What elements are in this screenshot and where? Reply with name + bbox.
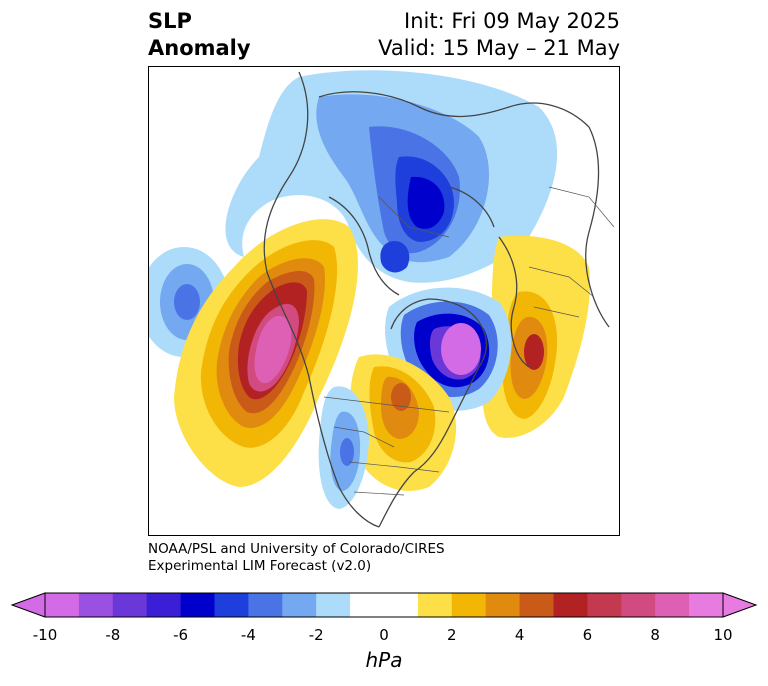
colorbar [10, 592, 758, 618]
colorbar-cell [45, 593, 80, 617]
init-date: Init: Fri 09 May 2025 [404, 9, 620, 33]
colorbar-max-arrow [722, 592, 758, 618]
colorbar-cells [45, 593, 724, 617]
colorbar-cell [248, 593, 283, 617]
colorbar-cell [282, 593, 317, 617]
colorbar-cell [350, 593, 385, 617]
positive-anomaly-eastern-atlantic [482, 235, 590, 438]
forecast-dates: Init: Fri 09 May 2025 Valid: 15 May – 21… [378, 8, 620, 62]
colorbar-outline [44, 592, 724, 618]
colorbar-cell [621, 593, 656, 617]
colorbar-tick-label: -8 [105, 626, 121, 644]
negative-anomaly-arctic [225, 70, 558, 283]
country-borders [323, 186, 615, 496]
colorbar-tick-label: -10 [32, 626, 58, 644]
colorbar-cell [180, 593, 215, 617]
colorbar-cell [689, 593, 724, 617]
colorbar-tick-label: 10 [713, 626, 733, 644]
colorbar-tick-labels: -10 -8 -6 -4 -2 0 2 4 6 8 10 [0, 626, 768, 648]
positive-anomaly-ne-pacific [174, 219, 358, 487]
colorbar-cell [384, 593, 419, 617]
valid-range: Valid: 15 May – 21 May [378, 36, 620, 60]
coastlines [263, 71, 610, 528]
credit-line-2: Experimental LIM Forecast (v2.0) [148, 558, 372, 574]
colorbar-min-arrow [10, 592, 46, 618]
anomaly-map [148, 66, 620, 536]
colorbar-cell [112, 593, 148, 617]
colorbar-tick-label: 0 [379, 626, 389, 644]
colorbar-cell [485, 593, 521, 617]
map-svg [149, 70, 615, 528]
credit-line-1: NOAA/PSL and University of Colorado/CIRE… [148, 541, 445, 557]
colorbar-tick-label: -2 [308, 626, 324, 644]
colorbar-tick-label: -4 [240, 626, 256, 644]
title-line-1: SLP [148, 9, 192, 33]
colorbar-cell [451, 593, 487, 617]
colorbar-cell [417, 593, 453, 617]
title-line-2: Anomaly [148, 36, 251, 60]
credit-text: NOAA/PSL and University of Colorado/CIRE… [148, 541, 445, 575]
colorbar-unit-label: hPa [365, 648, 403, 672]
colorbar-cell [316, 593, 351, 617]
negative-anomaly-great-plains [318, 386, 369, 509]
map-title: SLP Anomaly [148, 8, 251, 62]
colorbar-cell [587, 593, 622, 617]
colorbar-cell [214, 593, 249, 617]
colorbar-cell [553, 593, 588, 617]
colorbar-tick-label: 4 [514, 626, 525, 644]
colorbar-cell [146, 593, 182, 617]
colorbar-cell [519, 593, 554, 617]
colorbar-tick-label: -6 [173, 626, 189, 644]
colorbar-cell [78, 593, 114, 617]
colorbar-tick-label: 2 [447, 626, 457, 644]
colorbar-tick-label: 6 [582, 626, 593, 644]
colorbar-cell [655, 593, 690, 617]
colorbar-tick-label: 8 [650, 626, 660, 644]
